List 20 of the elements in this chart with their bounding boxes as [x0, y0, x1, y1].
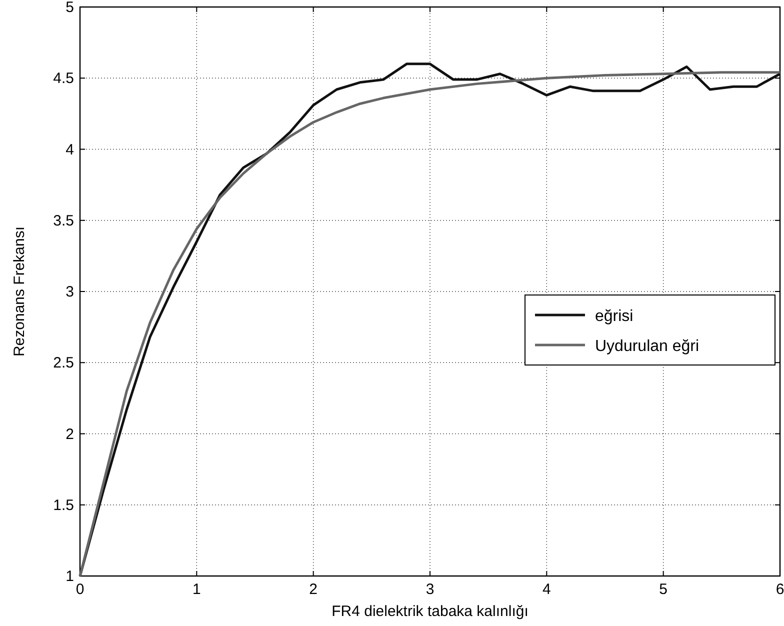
x-tick-label: 2: [309, 581, 318, 598]
y-axis-title: Rezonans Frekansı: [11, 226, 28, 357]
y-tick-label: 2: [66, 426, 74, 443]
y-tick-label: 1: [66, 568, 74, 585]
x-tick-label: 6: [776, 581, 784, 598]
y-tick-label: 3.5: [53, 212, 74, 230]
y-tick-label: 5: [66, 0, 74, 16]
y-tick-label: 3: [66, 284, 74, 300]
y-tick-label: 4: [66, 141, 74, 158]
y-tick-label: 2.5: [53, 354, 74, 372]
y-tick-label: 1.5: [53, 496, 74, 514]
y-tick-label: 4.5: [53, 70, 74, 88]
x-tick-label: 1: [192, 581, 201, 598]
x-axis-title: FR4 dielektrik tabaka kalınlığı: [332, 603, 528, 620]
x-tick-label: 3: [426, 581, 434, 598]
legend-label: Uydurulan eğri: [595, 338, 700, 355]
x-tick-label: 5: [659, 581, 668, 598]
x-tick-label: 0: [76, 581, 84, 598]
x-tick-label: 4: [542, 581, 551, 598]
legend-label: eğrisi: [595, 308, 634, 325]
